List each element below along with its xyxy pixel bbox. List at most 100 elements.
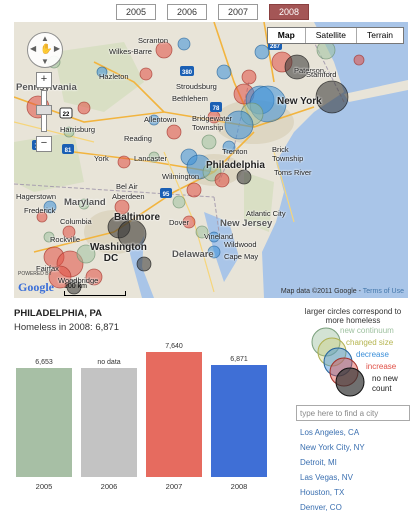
shield-95 — [160, 188, 172, 198]
data-circle[interactable] — [216, 64, 232, 80]
data-circle[interactable] — [62, 225, 76, 239]
data-circle[interactable] — [195, 225, 209, 239]
city-label-washington-dc: Washington DC — [90, 242, 147, 264]
attribution-text: Map data ©2011 Google - — [280, 288, 363, 295]
pan-left-icon[interactable]: ◀ — [30, 44, 37, 53]
year-tab-2005[interactable]: 2005 — [116, 4, 156, 20]
bar[interactable] — [211, 365, 267, 477]
map-base: 22 76 81 380 287 78 95 — [14, 22, 408, 298]
city-label-wilmington: Wilmington — [162, 172, 200, 181]
bar-category-label: 2008 — [230, 482, 248, 491]
legend-circle-no-count — [335, 367, 365, 397]
pan-control[interactable]: ▲ ▼ ◀ ▶ ✋ — [27, 32, 63, 68]
zoom-slider-knob[interactable] — [36, 105, 52, 115]
data-circle[interactable] — [148, 114, 160, 126]
data-circle[interactable] — [96, 66, 108, 78]
data-circle[interactable] — [284, 54, 310, 80]
data-circle[interactable] — [315, 80, 349, 114]
map-type-satellite[interactable]: Satellite — [304, 28, 356, 43]
data-circle[interactable] — [139, 67, 153, 81]
year-tab-2007[interactable]: 2007 — [218, 4, 258, 20]
data-circle[interactable] — [222, 140, 236, 154]
data-circle[interactable] — [182, 215, 196, 229]
pan-down-icon[interactable]: ▼ — [41, 57, 49, 66]
data-circle[interactable] — [117, 219, 147, 249]
data-circle[interactable] — [208, 231, 220, 243]
bar[interactable] — [146, 352, 202, 477]
city-label-paterson: Paterson — [294, 66, 325, 75]
data-circle[interactable] — [214, 172, 230, 188]
pan-up-icon[interactable]: ▲ — [41, 34, 49, 43]
state-label-maryland: Maryland — [64, 197, 106, 208]
city-label-atlantic-city: Atlantic City — [246, 209, 286, 218]
bar-value-label: 6,653 — [35, 359, 53, 366]
data-circle[interactable] — [201, 134, 217, 150]
city-list-item[interactable]: Los Angeles, CA — [300, 428, 360, 437]
city-label-cape-may: Cape May — [224, 252, 259, 261]
bar[interactable] — [81, 368, 137, 477]
map-attribution: Map data ©2011 Google - Terms of Use — [281, 288, 404, 295]
data-circle[interactable] — [166, 124, 182, 140]
zoom-in-button[interactable]: + — [36, 72, 52, 88]
city-label-new-york: New York — [277, 96, 322, 107]
city-list-item[interactable]: Houston, TX — [300, 488, 345, 497]
data-circle[interactable] — [241, 69, 257, 85]
data-circle[interactable] — [254, 44, 270, 60]
delaware-bay — [204, 212, 239, 282]
bar-category-label: 2007 — [165, 482, 183, 491]
data-circle[interactable] — [136, 256, 152, 272]
scale-bar: 100 km — [64, 283, 126, 296]
data-circle[interactable] — [66, 279, 82, 295]
pan-right-icon[interactable]: ▶ — [53, 44, 60, 53]
bar-value-label: 6,871 — [230, 356, 248, 363]
data-circle[interactable] — [236, 169, 252, 185]
city-label-dover: Dover — [169, 218, 190, 227]
city-search-input[interactable] — [296, 405, 410, 421]
shield-78-text: 78 — [213, 106, 220, 112]
data-circle[interactable] — [114, 199, 130, 215]
city-label-vineland: Vineland — [204, 232, 234, 241]
zoom-out-button[interactable]: − — [36, 136, 52, 152]
legend-label-increase: increase — [366, 362, 397, 371]
bar[interactable] — [16, 368, 72, 477]
data-circle[interactable] — [78, 198, 90, 210]
data-circle[interactable] — [353, 54, 365, 66]
homeless-circles — [26, 37, 365, 295]
data-circle[interactable] — [76, 244, 96, 264]
map-type-map[interactable]: Map — [277, 30, 295, 40]
map-view[interactable]: 22 76 81 380 287 78 95 Pennsylvania Mary… — [14, 22, 408, 298]
data-circle[interactable] — [155, 41, 173, 59]
data-circle[interactable] — [148, 151, 160, 163]
city-list-item[interactable]: New York City, NY — [300, 443, 365, 452]
city-label-bridgewater: Bridgewater Township — [192, 114, 233, 132]
data-circle[interactable] — [117, 155, 131, 169]
data-circle[interactable] — [207, 245, 221, 259]
map-type-terrain[interactable]: Terrain — [356, 28, 403, 43]
data-circle[interactable] — [186, 182, 202, 198]
zoom-slider[interactable] — [36, 90, 52, 132]
city-label-bethlehem: Bethlehem — [172, 94, 208, 103]
data-circle[interactable] — [85, 268, 103, 286]
city-list-item[interactable]: Detroit, MI — [300, 458, 337, 467]
data-circle[interactable] — [172, 195, 186, 209]
data-circle[interactable] — [224, 110, 254, 140]
city-label-allentown: Allentown — [144, 115, 177, 124]
data-circle[interactable] — [177, 37, 191, 51]
data-circle[interactable] — [48, 265, 72, 289]
city-list-item[interactable]: Las Vegas, NV — [300, 473, 353, 482]
data-circle[interactable] — [63, 126, 75, 138]
city-list-item[interactable]: Denver, CO — [300, 503, 342, 512]
city-label-rockville: Rockville — [50, 235, 81, 244]
data-circle[interactable] — [36, 211, 48, 223]
data-circle[interactable] — [43, 200, 57, 214]
data-circle[interactable] — [43, 231, 55, 243]
google-logo-text: Google — [18, 280, 54, 294]
data-circle[interactable] — [77, 101, 91, 115]
powered-by-label: POWERED BY — [18, 271, 52, 277]
terms-of-use-link[interactable]: Terms of Use — [362, 288, 404, 295]
city-list: Los Angeles, CA New York City, NY Detroi… — [300, 426, 410, 516]
bar-category-label: 2006 — [100, 482, 118, 491]
year-tab-2006[interactable]: 2006 — [167, 4, 207, 20]
year-tab-2008[interactable]: 2008 — [269, 4, 309, 20]
google-logo[interactable]: POWERED BY Google — [18, 271, 54, 295]
